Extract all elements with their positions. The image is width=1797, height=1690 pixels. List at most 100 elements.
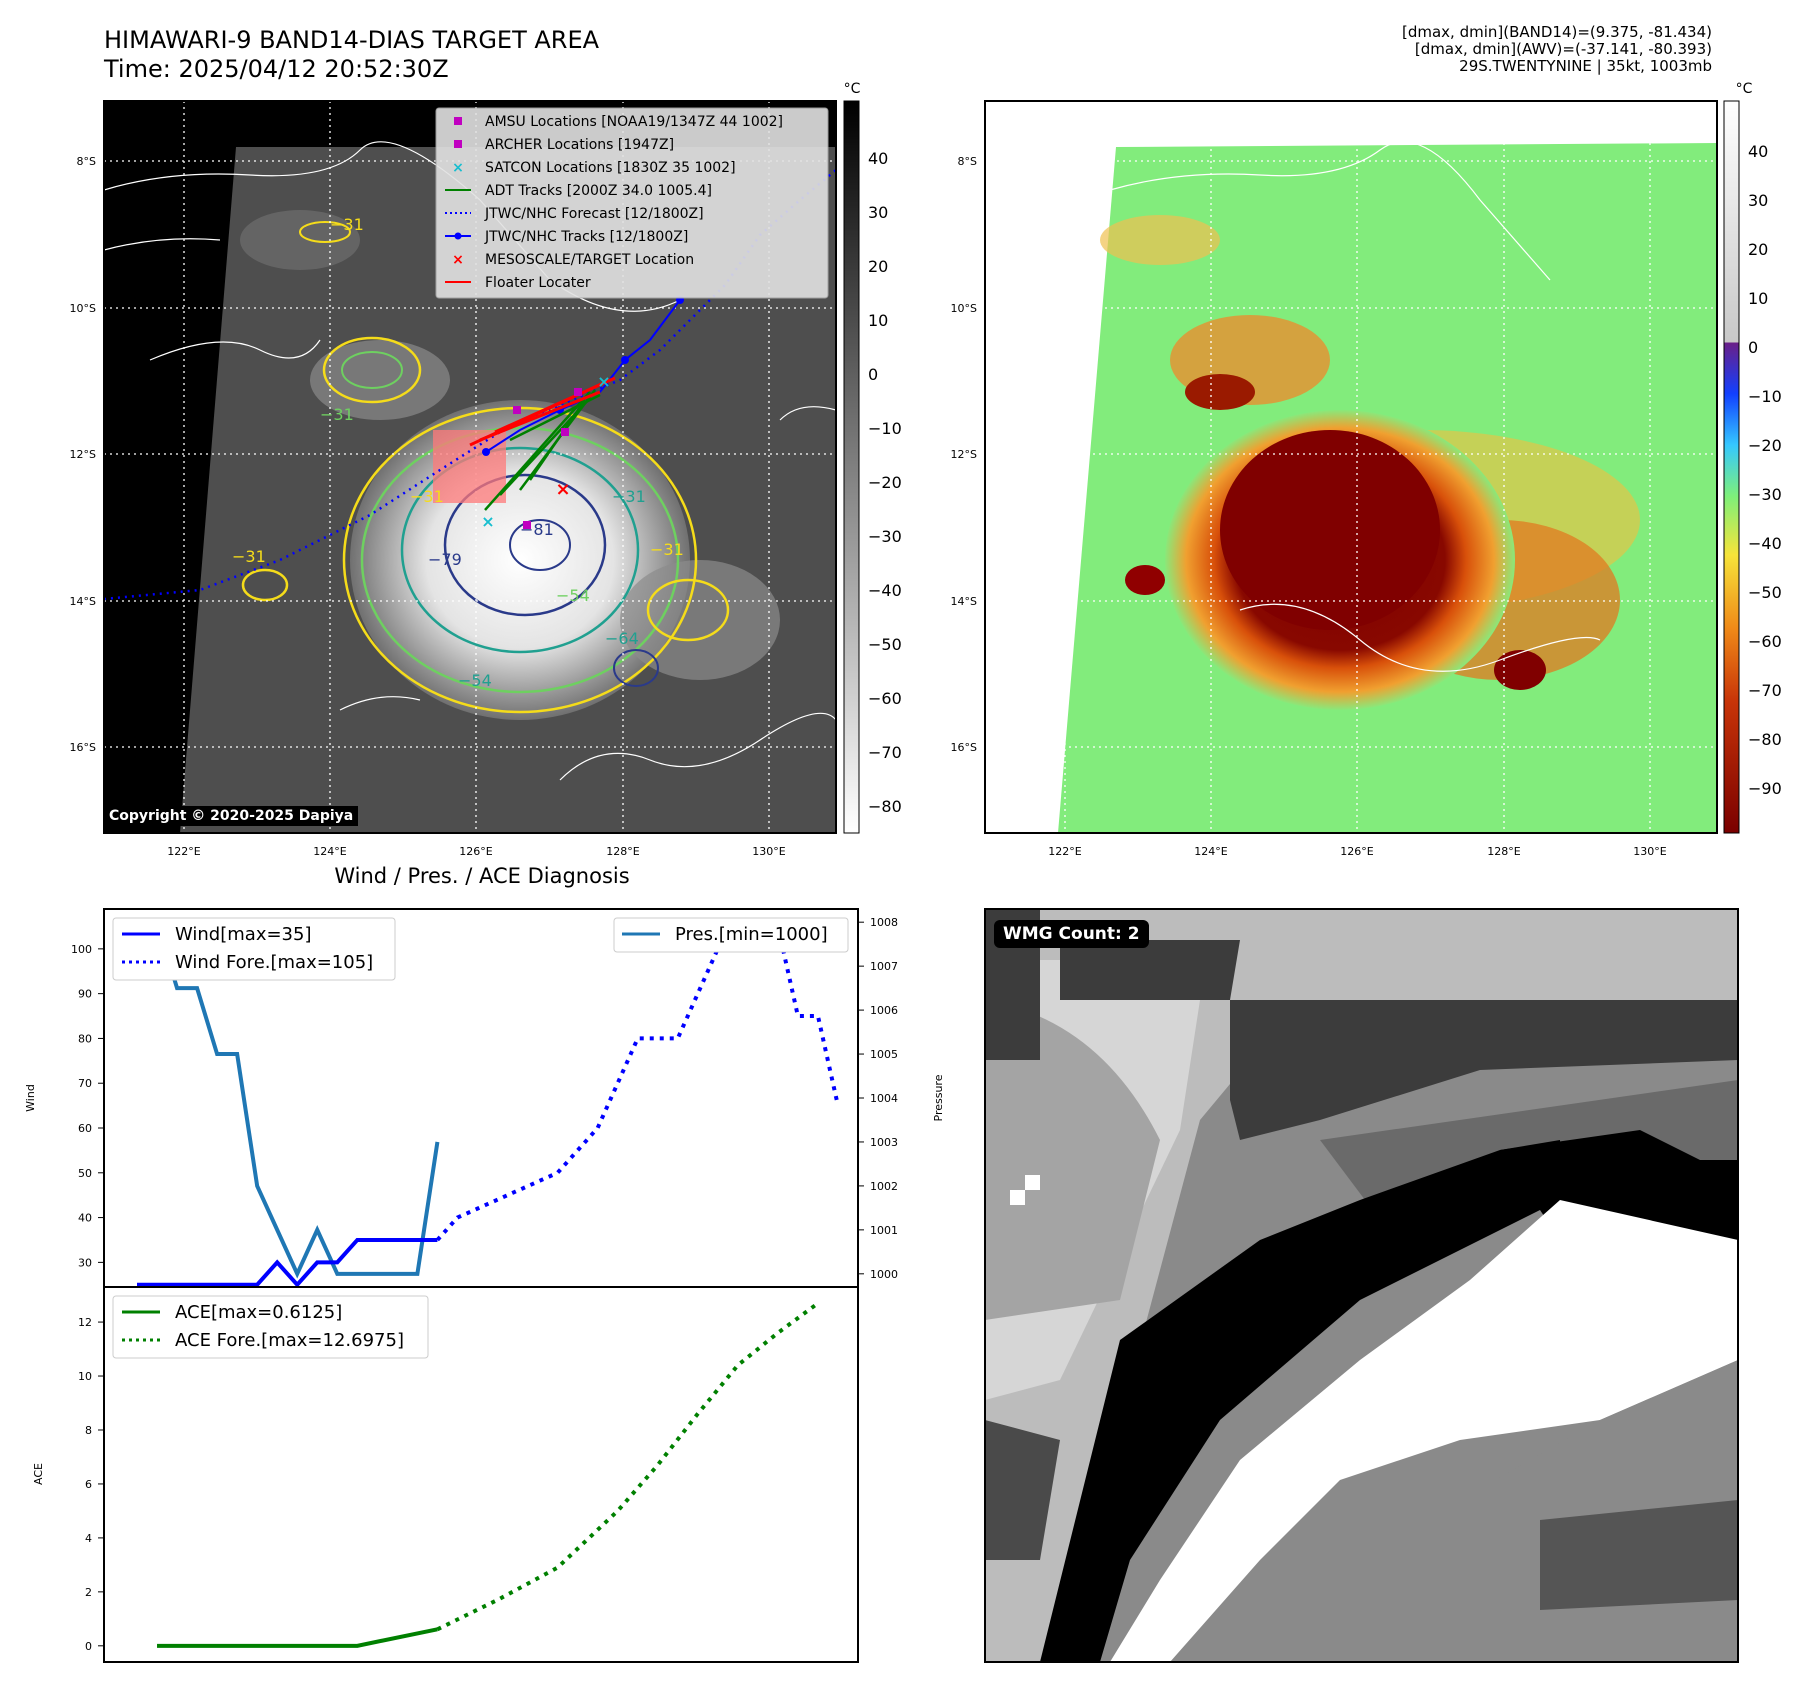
wind-ytick-label: 50 bbox=[78, 1167, 92, 1180]
lon-label: 130°E bbox=[1633, 845, 1666, 858]
lon-label: 128°E bbox=[606, 845, 639, 858]
ace-forecast-line bbox=[436, 1301, 820, 1632]
legend-label: ADT Tracks [2000Z 34.0 1005.4] bbox=[485, 183, 712, 199]
right-map bbox=[985, 101, 1717, 833]
lat-label: 14°S bbox=[70, 595, 96, 608]
legend-label: SATCON Locations [1830Z 35 1002] bbox=[485, 160, 736, 176]
colorbar-tick: −40 bbox=[1748, 534, 1782, 553]
info-line3: 29S.TWENTYNINE | 35kt, 1003mb bbox=[1459, 57, 1712, 75]
lon-label: 126°E bbox=[459, 845, 492, 858]
floater-track bbox=[469, 376, 616, 447]
lat-label: 16°S bbox=[70, 741, 96, 754]
lon-label: 130°E bbox=[752, 845, 785, 858]
right-grid bbox=[985, 101, 1717, 833]
lon-label: 122°E bbox=[167, 845, 200, 858]
legend-label: ACE[max=0.6125] bbox=[175, 1302, 342, 1323]
wind-forecast-line bbox=[435, 924, 840, 1242]
colorbar-tick: −10 bbox=[868, 419, 902, 438]
contour-labels: −31 −31 −31 −31 −31 −54 −64 −79 −81 −31 … bbox=[232, 215, 684, 690]
info-line1: [dmax, dmin](BAND14)=(9.375, -81.434) bbox=[1401, 23, 1712, 41]
ace-legend: ACE[max=0.6125] ACE Fore.[max=12.6975] bbox=[112, 1295, 429, 1359]
colorbar-tick: −20 bbox=[1748, 436, 1782, 455]
colorbar-tick: −30 bbox=[1748, 485, 1782, 504]
ace-axis-label: ACE bbox=[32, 1463, 45, 1485]
wind-ytick-label: 40 bbox=[78, 1212, 92, 1225]
wind-line bbox=[137, 1237, 438, 1288]
contour-label: −31 bbox=[320, 405, 354, 424]
figure-title: HIMAWARI-9 BAND14-DIAS TARGET AREA Time:… bbox=[104, 26, 599, 84]
pressure-line bbox=[155, 921, 440, 1279]
left-lon-labels: 122°E 124°E 126°E 128°E 130°E bbox=[167, 845, 785, 858]
legend-label: ARCHER Locations [1947Z] bbox=[485, 137, 674, 153]
colorbar-tick: −80 bbox=[1748, 730, 1782, 749]
pressure-ytick-label: 1004 bbox=[870, 1092, 898, 1105]
amsu-marker bbox=[513, 406, 521, 414]
wind-ytick-label: 100 bbox=[71, 943, 92, 956]
pressure-ytick-label: 1006 bbox=[870, 1004, 898, 1017]
colorbar-tick: −20 bbox=[868, 473, 902, 492]
legend-label: JTWC/NHC Tracks [12/1800Z] bbox=[484, 229, 688, 245]
pressure-ytick-label: 1000 bbox=[870, 1268, 898, 1281]
colorbar-tick: 20 bbox=[868, 257, 888, 276]
right-lat-labels: 8°S 10°S 12°S 14°S 16°S bbox=[951, 155, 977, 754]
lat-label: 16°S bbox=[951, 741, 977, 754]
colorbar-tick: −90 bbox=[1748, 779, 1782, 798]
info-box: [dmax, dmin](BAND14)=(9.375, -81.434) [d… bbox=[1402, 24, 1712, 75]
left-colorbar: °C 40 30 20 10 0 −10 −20 −30 −40 −50 −60… bbox=[843, 81, 902, 834]
colorbar-tick: 30 bbox=[868, 203, 888, 222]
colorbar-tick: 0 bbox=[1748, 338, 1758, 357]
contour-79 bbox=[443, 473, 607, 617]
ace-ytick-label: 12 bbox=[78, 1316, 92, 1329]
legend-archer-icon bbox=[454, 140, 462, 148]
pressure-ytick-label: 1005 bbox=[870, 1048, 898, 1061]
lon-label: 126°E bbox=[1340, 845, 1373, 858]
lat-label: 10°S bbox=[951, 302, 977, 315]
lon-label: 122°E bbox=[1048, 845, 1081, 858]
colorbar-tick: 40 bbox=[868, 149, 888, 168]
lat-label: 10°S bbox=[70, 302, 96, 315]
contour-64 bbox=[400, 446, 640, 654]
lon-label: 124°E bbox=[313, 845, 346, 858]
contour-label: −79 bbox=[428, 550, 462, 569]
contour-label: −31 bbox=[650, 540, 684, 559]
colorbar-tick: 40 bbox=[1748, 142, 1768, 161]
contour-label: −31 bbox=[410, 487, 444, 506]
colorbar-tick: −60 bbox=[1748, 632, 1782, 651]
contour-label: −31 bbox=[612, 487, 646, 506]
contour-label: −64 bbox=[605, 629, 639, 648]
colorbar-tick: −60 bbox=[868, 689, 902, 708]
lat-label: 8°S bbox=[77, 155, 96, 168]
legend-label: AMSU Locations [NOAA19/1347Z 44 1002] bbox=[485, 114, 783, 130]
lat-label: 12°S bbox=[951, 448, 977, 461]
legend-label: Pres.[min=1000] bbox=[675, 924, 828, 945]
legend-label: Floater Locater bbox=[485, 275, 591, 291]
legend-label: Wind[max=35] bbox=[175, 924, 312, 945]
left-lat-labels: 8°S 10°S 12°S 14°S 16°S bbox=[70, 155, 96, 754]
info-line2: [dmax, dmin](AWV)=(-37.141, -80.393) bbox=[1414, 40, 1712, 58]
ace-ytick-label: 6 bbox=[85, 1478, 92, 1491]
pressure-ytick-label: 1008 bbox=[870, 916, 898, 929]
colorbar-tick: −10 bbox=[1748, 387, 1782, 406]
pressure-ytick-label: 1002 bbox=[870, 1180, 898, 1193]
contour-label: −54 bbox=[458, 671, 492, 690]
ace-ytick-label: 8 bbox=[85, 1424, 92, 1437]
contour-label: −31 bbox=[232, 547, 266, 566]
wmg-panel bbox=[985, 909, 1738, 1662]
lat-label: 8°S bbox=[958, 155, 977, 168]
lat-label: 12°S bbox=[70, 448, 96, 461]
right-colorbar: °C 40 30 20 10 0 −10 −20 −30 −40 −50 −60… bbox=[1723, 81, 1782, 834]
colorbar-tick: −40 bbox=[868, 581, 902, 600]
lon-label: 124°E bbox=[1194, 845, 1227, 858]
lat-label: 14°S bbox=[951, 595, 977, 608]
legend-label: JTWC/NHC Forecast [12/1800Z] bbox=[484, 206, 704, 222]
copyright-badge: Copyright © 2020-2025 Dapiya bbox=[104, 806, 359, 826]
ace-ytick-label: 2 bbox=[85, 1586, 92, 1599]
legend-amsu-icon bbox=[454, 117, 462, 125]
ace-ytick-label: 0 bbox=[85, 1640, 92, 1653]
adt-tracks bbox=[484, 389, 601, 511]
left-legend: × × AMSU Locations [NOAA19/1347Z 44 1002… bbox=[435, 107, 829, 299]
wind-axis-label: Wind bbox=[24, 1084, 37, 1112]
legend-label: MESOSCALE/TARGET Location bbox=[485, 252, 694, 268]
contour-label: −54 bbox=[556, 586, 590, 605]
